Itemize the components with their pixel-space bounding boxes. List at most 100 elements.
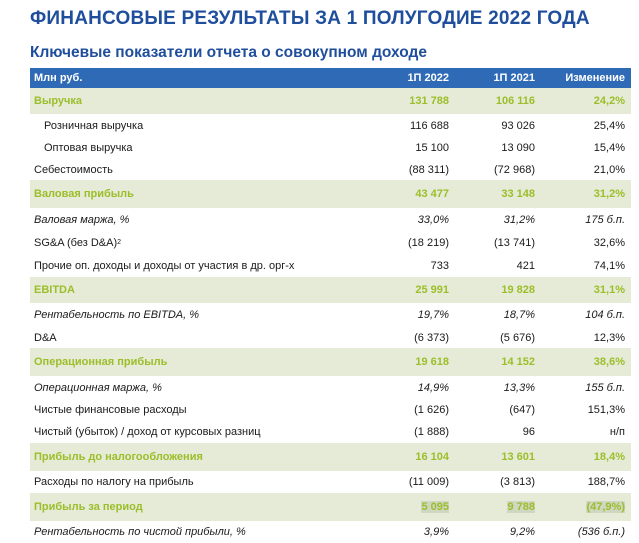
value-change: 15,4% xyxy=(593,142,625,154)
value-2021-text: 9 788 xyxy=(507,501,535,513)
value-change: (536 б.п.) xyxy=(577,526,625,538)
value-2021: (13 741) xyxy=(494,236,535,249)
row-retail-revenue: Розничная выручка 116 688 93 026 25,4% xyxy=(30,114,631,137)
value-2021: (647) xyxy=(509,404,535,416)
row-label: SG&A (без D&A) 2 xyxy=(34,231,121,254)
value-change: 155 б.п. xyxy=(585,381,625,394)
row-label: Розничная выручка xyxy=(44,119,144,132)
value-2022-text: 5 095 xyxy=(421,501,449,513)
row-label: Прочие оп. доходы и доходы от участия в … xyxy=(34,259,295,272)
row-other-operating-income: Прочие оп. доходы и доходы от участия в … xyxy=(30,254,631,277)
value-2022: 43 477 xyxy=(415,188,449,200)
row-label: Прибыль за период xyxy=(34,501,143,513)
value-2021: 33 148 xyxy=(501,188,535,200)
row-revenue: Выручка 131 788 106 116 24,2% xyxy=(30,88,631,114)
row-label: Себестоимость xyxy=(34,163,113,176)
value-2022: 19,7% xyxy=(417,309,449,321)
row-fx-result: Чистый (убыток) / доход от курсовых разн… xyxy=(30,421,631,443)
value-2021: (3 813) xyxy=(500,476,535,488)
row-label: Выручка xyxy=(34,95,83,107)
row-label: Валовая прибыль xyxy=(34,188,134,200)
value-change: 74,1% xyxy=(593,259,625,272)
value-2021: 13 090 xyxy=(501,142,535,154)
row-label: Операционная прибыль xyxy=(34,356,168,368)
value-2021: 96 xyxy=(522,426,535,438)
value-2022: (1 626) xyxy=(414,404,449,416)
row-label: Валовая маржа, % xyxy=(34,213,130,226)
value-2021: 9,2% xyxy=(509,526,535,538)
income-statement-table: Млн руб. 1П 2022 1П 2021 Изменение Выруч… xyxy=(30,68,631,543)
row-label: Чистый (убыток) / доход от курсовых разн… xyxy=(34,426,261,438)
value-change: 38,6% xyxy=(593,356,625,368)
row-ebitda: EBITDA 25 991 19 828 31,1% xyxy=(30,277,631,303)
value-2022: 116 688 xyxy=(410,119,449,132)
row-wholesale-revenue: Оптовая выручка 15 100 13 090 15,4% xyxy=(30,137,631,159)
header-1h2021: 1П 2021 xyxy=(493,72,535,84)
row-label: Операционная маржа, % xyxy=(34,381,162,394)
header-change: Изменение xyxy=(565,72,625,84)
value-change: 18,4% xyxy=(593,451,625,463)
value-2021: 9 788 xyxy=(507,493,535,521)
value-2022: 733 xyxy=(430,259,449,272)
header-units: Млн руб. xyxy=(34,72,83,84)
value-2021: 31,2% xyxy=(503,213,535,226)
value-2021: 13 601 xyxy=(501,451,535,463)
value-change: 175 б.п. xyxy=(585,213,625,226)
row-label: D&A xyxy=(34,331,57,344)
value-2021: 19 828 xyxy=(501,284,535,296)
value-2022: (18 219) xyxy=(408,236,449,249)
row-label: Расходы по налогу на прибыль xyxy=(34,476,194,488)
value-2021: 14 152 xyxy=(501,356,535,368)
row-label: Рентабельность по EBITDA, % xyxy=(34,309,199,321)
row-operating-profit: Операционная прибыль 19 618 14 152 38,6% xyxy=(30,348,631,376)
row-net-profit: Прибыль за период 5 095 9 788 (47,9%) xyxy=(30,493,631,521)
value-change: 151,3% xyxy=(587,404,625,416)
row-label-text: SG&A (без D&A) xyxy=(34,236,118,249)
value-2022: 3,9% xyxy=(423,526,449,538)
row-income-tax: Расходы по налогу на прибыль (11 009) (3… xyxy=(30,471,631,493)
row-operating-margin: Операционная маржа, % 14,9% 13,3% 155 б.… xyxy=(30,376,631,399)
value-change: (47,9%) xyxy=(586,493,625,521)
value-2022: 25 991 xyxy=(415,284,449,296)
value-2021: 13,3% xyxy=(503,381,535,394)
row-label: Оптовая выручка xyxy=(44,142,133,154)
row-label: Прибыль до налогообложения xyxy=(34,451,203,463)
row-label: EBITDA xyxy=(34,284,75,296)
row-cost-of-sales: Себестоимость (88 311) (72 968) 21,0% xyxy=(30,159,631,180)
value-change-text: (47,9%) xyxy=(586,501,625,513)
value-2021: 93 026 xyxy=(501,119,535,132)
value-change: 24,2% xyxy=(593,95,625,107)
value-change: 188,7% xyxy=(587,476,625,488)
value-2022: 14,9% xyxy=(417,381,449,394)
row-da: D&A (6 373) (5 676) 12,3% xyxy=(30,327,631,348)
value-2022: (88 311) xyxy=(408,163,449,176)
value-2022: 15 100 xyxy=(415,142,449,154)
row-label: Рентабельность по чистой прибыли, % xyxy=(34,526,246,538)
page-title: ФИНАНСОВЫЕ РЕЗУЛЬТАТЫ ЗА 1 ПОЛУГОДИЕ 202… xyxy=(30,8,590,29)
value-change: 12,3% xyxy=(593,331,625,344)
value-2022: 5 095 xyxy=(421,493,449,521)
row-label: Чистые финансовые расходы xyxy=(34,404,187,416)
value-2021: (5 676) xyxy=(500,331,535,344)
value-2022: 33,0% xyxy=(417,213,449,226)
page-subtitle: Ключевые показатели отчета о совокупном … xyxy=(30,44,427,61)
value-change: н/п xyxy=(609,426,625,438)
value-change: 31,2% xyxy=(593,188,625,200)
value-change: 31,1% xyxy=(593,284,625,296)
value-change: 25,4% xyxy=(593,119,625,132)
value-change: 104 б.п. xyxy=(585,309,625,321)
row-profit-before-tax: Прибыль до налогообложения 16 104 13 601… xyxy=(30,443,631,471)
row-ebitda-margin: Рентабельность по EBITDA, % 19,7% 18,7% … xyxy=(30,303,631,327)
value-2022: (6 373) xyxy=(414,331,449,344)
value-change: 32,6% xyxy=(593,236,625,249)
row-net-finance-costs: Чистые финансовые расходы (1 626) (647) … xyxy=(30,399,631,421)
value-2021: (72 968) xyxy=(494,163,535,176)
header-1h2022: 1П 2022 xyxy=(407,72,449,84)
value-2021: 18,7% xyxy=(503,309,535,321)
row-gross-margin: Валовая маржа, % 33,0% 31,2% 175 б.п. xyxy=(30,208,631,231)
value-2021: 421 xyxy=(516,259,535,272)
value-2022: 16 104 xyxy=(415,451,449,463)
row-sga: SG&A (без D&A) 2 (18 219) (13 741) 32,6% xyxy=(30,231,631,254)
value-change: 21,0% xyxy=(593,163,625,176)
value-2022: (1 888) xyxy=(414,426,449,438)
